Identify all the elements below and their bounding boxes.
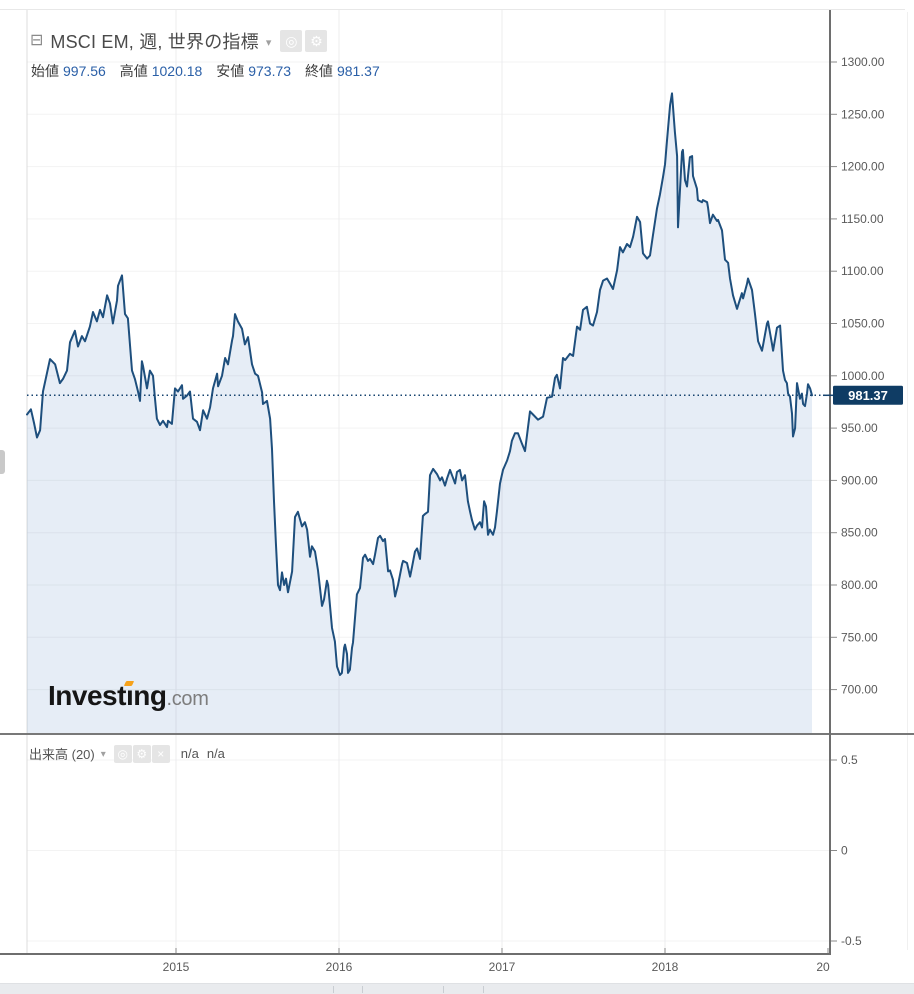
low-label: 安値 xyxy=(216,63,245,79)
svg-text:1300.00: 1300.00 xyxy=(841,55,885,69)
svg-text:700.00: 700.00 xyxy=(841,683,878,697)
svg-text:20: 20 xyxy=(816,960,830,974)
strip-separator xyxy=(362,986,363,993)
ohlc-row: 始値 997.56 高値 1020.18 安値 973.73 終値 981.37 xyxy=(31,61,390,81)
collapse-panel-icon[interactable]: ⊟ xyxy=(30,32,44,49)
svg-text:2017: 2017 xyxy=(489,960,516,974)
eye-icon: ◎ xyxy=(117,746,128,761)
logo-com-suffix: .com xyxy=(166,688,209,710)
svg-text:1250.00: 1250.00 xyxy=(841,107,885,121)
gear-icon: ⚙ xyxy=(310,33,323,49)
svg-text:0.5: 0.5 xyxy=(841,753,858,767)
close-icon: × xyxy=(157,746,165,761)
svg-text:-0.5: -0.5 xyxy=(841,934,862,948)
logo-orange-accent: ı xyxy=(125,680,134,711)
volume-indicator-label[interactable]: 出来高 (20) xyxy=(29,747,95,762)
symbol-header: ⊟ MSCI EM, 週, 世界の指標 ▾ ◎ ⚙ xyxy=(30,28,328,54)
volume-visibility-button[interactable]: ◎ xyxy=(113,744,132,763)
eye-icon: ◎ xyxy=(285,33,298,49)
svg-text:2018: 2018 xyxy=(652,960,679,974)
svg-text:750.00: 750.00 xyxy=(841,630,878,644)
svg-text:950.00: 950.00 xyxy=(841,421,878,435)
svg-text:981.37: 981.37 xyxy=(848,388,888,403)
volume-axis[interactable]: 0.5 0 -0.5 xyxy=(831,753,862,948)
grid-layer xyxy=(0,9,908,954)
svg-text:800.00: 800.00 xyxy=(841,578,878,592)
volume-value: n/a xyxy=(180,746,199,761)
toolbar-collapse-handle[interactable] xyxy=(0,450,5,474)
strip-separator xyxy=(443,986,444,993)
high-value: 1020.18 xyxy=(151,63,203,79)
svg-text:1100.00: 1100.00 xyxy=(841,264,884,278)
strip-separator xyxy=(483,986,484,993)
price-axis[interactable]: 1300.00 1250.00 1200.00 1150.00 1100.00 1050.… xyxy=(831,55,885,697)
settings-button[interactable]: ⚙ xyxy=(305,30,328,52)
chevron-down-icon[interactable]: ▾ xyxy=(100,748,106,760)
svg-text:1200.00: 1200.00 xyxy=(841,160,885,174)
investing-logo: Investıng.com xyxy=(48,680,209,711)
symbol-title[interactable]: MSCI EM, 週, 世界の指標 xyxy=(50,32,259,52)
close-label: 終値 xyxy=(304,63,333,79)
high-label: 高値 xyxy=(119,63,148,79)
price-line xyxy=(26,92,813,676)
svg-text:850.00: 850.00 xyxy=(841,526,878,540)
open-label: 始値 xyxy=(31,63,59,79)
price-badge: 981.37 xyxy=(823,385,903,405)
strip-separator xyxy=(333,986,334,993)
volume-close-button[interactable]: × xyxy=(151,744,170,763)
low-value: 973.73 xyxy=(248,63,292,79)
volume-panel-header: 出来高 (20) ▾ ◎ ⚙ × n/a n/a xyxy=(29,744,225,763)
axes-frame xyxy=(0,10,914,955)
svg-text:2016: 2016 xyxy=(326,960,353,974)
chevron-down-icon[interactable]: ▾ xyxy=(265,36,272,49)
svg-text:1050.00: 1050.00 xyxy=(841,317,885,331)
volume-settings-button[interactable]: ⚙ xyxy=(132,744,151,763)
close-value: 981.37 xyxy=(336,63,380,79)
visibility-button[interactable]: ◎ xyxy=(280,30,303,52)
gear-icon: ⚙ xyxy=(136,746,148,761)
bottom-toolbar-strip xyxy=(0,983,914,994)
area-fill xyxy=(27,93,812,733)
svg-text:1150.00: 1150.00 xyxy=(841,212,884,226)
volume-ma-value: n/a xyxy=(206,746,225,761)
svg-text:0: 0 xyxy=(841,844,848,858)
main-series xyxy=(26,92,813,733)
time-axis[interactable]: 2015 2016 2017 2018 20 xyxy=(163,948,830,974)
svg-text:900.00: 900.00 xyxy=(841,473,878,487)
open-value: 997.56 xyxy=(63,63,106,79)
svg-text:1000.00: 1000.00 xyxy=(841,369,885,383)
svg-text:2015: 2015 xyxy=(163,960,190,974)
